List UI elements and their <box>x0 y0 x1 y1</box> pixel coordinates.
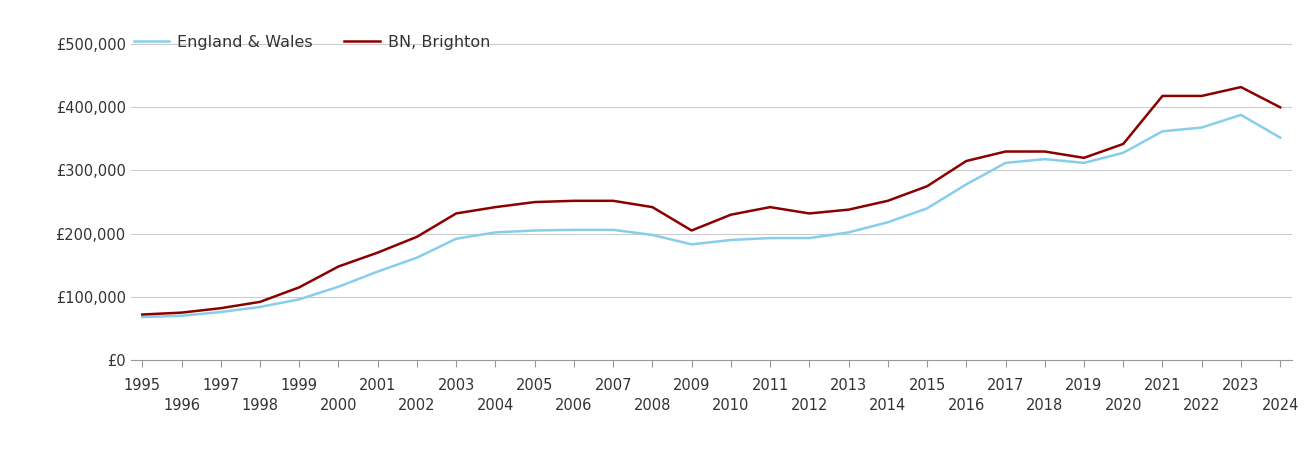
Text: 2014: 2014 <box>869 398 907 413</box>
Text: 2003: 2003 <box>437 378 475 393</box>
Text: 2015: 2015 <box>908 378 946 393</box>
England & Wales <box>1037 157 1053 162</box>
England & Wales <box>1233 112 1249 117</box>
BN, Brighton <box>645 204 660 210</box>
England & Wales <box>330 284 346 289</box>
BN, Brighton <box>566 198 582 203</box>
England & Wales <box>408 255 424 261</box>
England & Wales <box>134 315 150 320</box>
England & Wales <box>213 309 228 315</box>
Text: 2000: 2000 <box>320 398 358 413</box>
BN, Brighton <box>527 199 543 205</box>
BN, Brighton <box>801 211 817 216</box>
Text: 2018: 2018 <box>1026 398 1064 413</box>
BN, Brighton <box>958 158 974 164</box>
Text: 2019: 2019 <box>1065 378 1103 393</box>
BN, Brighton <box>134 312 150 317</box>
Legend: England & Wales, BN, Brighton: England & Wales, BN, Brighton <box>133 35 489 50</box>
England & Wales <box>1194 125 1210 130</box>
Text: 2023: 2023 <box>1223 378 1259 393</box>
England & Wales <box>840 230 856 235</box>
Text: 2012: 2012 <box>791 398 827 413</box>
BN, Brighton <box>488 204 504 210</box>
Text: 1997: 1997 <box>202 378 239 393</box>
England & Wales <box>174 313 189 319</box>
Text: 2006: 2006 <box>555 398 592 413</box>
BN, Brighton <box>1037 149 1053 154</box>
England & Wales <box>291 297 307 302</box>
BN, Brighton <box>998 149 1014 154</box>
BN, Brighton <box>606 198 621 203</box>
BN, Brighton <box>880 198 895 203</box>
England & Wales <box>1272 135 1288 140</box>
England & Wales <box>919 206 934 211</box>
BN, Brighton <box>408 234 424 239</box>
England & Wales <box>606 227 621 233</box>
England & Wales <box>488 230 504 235</box>
Line: England & Wales: England & Wales <box>142 115 1280 317</box>
BN, Brighton <box>252 299 268 305</box>
Text: 2001: 2001 <box>359 378 397 393</box>
England & Wales <box>1116 150 1131 156</box>
BN, Brighton <box>449 211 465 216</box>
Text: 2004: 2004 <box>476 398 514 413</box>
England & Wales <box>252 304 268 310</box>
BN, Brighton <box>213 306 228 311</box>
BN, Brighton <box>723 212 739 217</box>
England & Wales <box>684 242 699 247</box>
Text: 2010: 2010 <box>713 398 749 413</box>
Text: 2002: 2002 <box>398 398 436 413</box>
Text: 1996: 1996 <box>163 398 200 413</box>
Line: BN, Brighton: BN, Brighton <box>142 87 1280 315</box>
Text: 2022: 2022 <box>1182 398 1220 413</box>
England & Wales <box>369 269 385 274</box>
England & Wales <box>801 235 817 241</box>
BN, Brighton <box>1194 93 1210 99</box>
BN, Brighton <box>1155 93 1171 99</box>
BN, Brighton <box>1272 104 1288 110</box>
Text: 2017: 2017 <box>987 378 1024 393</box>
BN, Brighton <box>369 250 385 255</box>
Text: 2020: 2020 <box>1104 398 1142 413</box>
Text: 2016: 2016 <box>947 398 985 413</box>
Text: 1995: 1995 <box>124 378 161 393</box>
England & Wales <box>880 220 895 225</box>
England & Wales <box>998 160 1014 166</box>
BN, Brighton <box>174 310 189 315</box>
Text: 2008: 2008 <box>634 398 671 413</box>
Text: 1998: 1998 <box>241 398 278 413</box>
Text: 2007: 2007 <box>594 378 632 393</box>
BN, Brighton <box>840 207 856 212</box>
England & Wales <box>566 227 582 233</box>
Text: 2013: 2013 <box>830 378 867 393</box>
England & Wales <box>1077 160 1092 166</box>
England & Wales <box>762 235 778 241</box>
BN, Brighton <box>919 184 934 189</box>
BN, Brighton <box>1116 141 1131 147</box>
England & Wales <box>645 232 660 238</box>
BN, Brighton <box>1077 155 1092 161</box>
Text: 2009: 2009 <box>673 378 710 393</box>
England & Wales <box>723 237 739 243</box>
England & Wales <box>958 182 974 187</box>
BN, Brighton <box>330 264 346 269</box>
BN, Brighton <box>291 285 307 290</box>
Text: 2024: 2024 <box>1262 398 1298 413</box>
BN, Brighton <box>684 228 699 233</box>
BN, Brighton <box>762 204 778 210</box>
England & Wales <box>449 236 465 241</box>
England & Wales <box>527 228 543 233</box>
Text: 2005: 2005 <box>515 378 553 393</box>
Text: 2021: 2021 <box>1143 378 1181 393</box>
BN, Brighton <box>1233 85 1249 90</box>
England & Wales <box>1155 129 1171 134</box>
Text: 1999: 1999 <box>281 378 317 393</box>
Text: 2011: 2011 <box>752 378 788 393</box>
